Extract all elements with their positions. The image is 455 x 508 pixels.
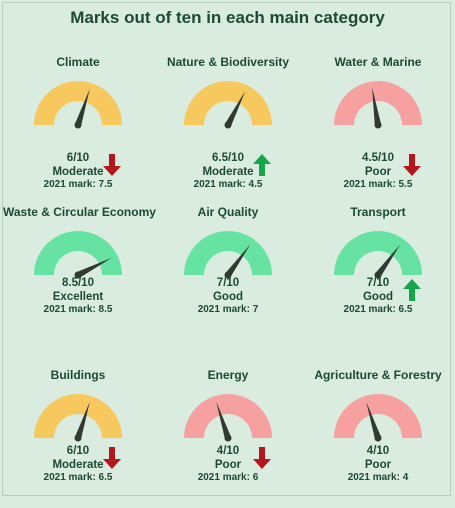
gauge-arc [34, 394, 122, 438]
gauge-hub [74, 271, 82, 279]
arrow-down-icon [403, 154, 421, 176]
previous-mark-label: 2021 mark: 4 [347, 472, 409, 483]
gauge-needle [216, 401, 232, 439]
gauge-arc [34, 81, 122, 125]
gauge-needle [225, 91, 246, 127]
rating-label: Poor [364, 166, 392, 178]
gauge-card: Buildings 6/10 Moderate 2021 mark: 6.5 [3, 368, 153, 508]
gauge-needle [74, 88, 90, 126]
gauge-arc [184, 231, 272, 275]
rating-label: Moderate [52, 166, 104, 178]
gauge-needle [74, 401, 90, 439]
previous-mark-label: 2021 mark: 7.5 [43, 179, 113, 190]
gauge-hub [374, 434, 382, 442]
previous-mark-label: 2021 mark: 6.5 [343, 304, 413, 315]
gauge-hub [224, 121, 232, 129]
gauge-dial [34, 81, 122, 129]
score-label: 4.5/10 [362, 152, 394, 164]
gauge-card: Air Quality 7/10 Good 2021 mark: 7 [153, 205, 303, 345]
score-label: 7/10 [366, 277, 390, 289]
score-label: 4/10 [366, 445, 390, 457]
infographic-frame [2, 2, 451, 496]
gauge-card: Nature & Biodiversity 6.5/10 Moderate 2021 … [153, 55, 303, 195]
gauge-arc [184, 81, 272, 125]
arrow-up-icon [253, 154, 271, 176]
score-label: 6/10 [66, 445, 90, 457]
category-name: Waste & Circular Economy [3, 205, 156, 219]
previous-mark-label: 2021 mark: 6.5 [43, 472, 113, 483]
gauge-card: Transport 7/10 Good 2021 mark: 6.5 [303, 205, 453, 345]
gauge-dial [334, 231, 422, 279]
category-name: Nature & Biodiversity [166, 55, 290, 69]
gauge-needle [375, 244, 401, 277]
gauge-dial [334, 81, 422, 129]
gauge-needle [372, 87, 382, 126]
gauge-card: Waste & Circular Economy 8.5/10 Excellent 2… [3, 205, 156, 345]
previous-mark-label: 2021 mark: 5.5 [343, 179, 413, 190]
arrow-down-icon [253, 447, 271, 469]
rating-label: Moderate [202, 166, 254, 178]
category-name: Air Quality [197, 205, 259, 219]
gauge-arc [334, 231, 422, 275]
gauge-needle [76, 257, 112, 278]
gauge-card: Climate 6/10 Moderate 2021 mark: 7.5 [3, 55, 153, 195]
gauge-dial [34, 231, 122, 279]
category-name: Energy [207, 368, 249, 382]
previous-mark-label: 2021 mark: 6 [197, 472, 259, 483]
gauge-needle [366, 401, 382, 439]
rating-label: Excellent [52, 291, 104, 303]
arrow-down-icon [103, 154, 121, 176]
gauge-hub [224, 271, 232, 279]
previous-mark-label: 2021 mark: 7 [197, 304, 259, 315]
rating-label: Poor [214, 459, 242, 471]
category-name: Water & Marine [334, 55, 422, 69]
category-name: Climate [56, 55, 100, 69]
gauge-card: Energy 4/10 Poor 2021 mark: 6 [153, 368, 303, 508]
previous-mark-label: 2021 mark: 8.5 [43, 304, 113, 315]
gauge-hub [74, 121, 82, 129]
category-name: Buildings [50, 368, 106, 382]
score-label: 6.5/10 [212, 152, 244, 164]
rating-label: Poor [364, 459, 392, 471]
gauge-hub [374, 121, 382, 129]
score-label: 4/10 [216, 445, 240, 457]
score-label: 6/10 [66, 152, 90, 164]
category-name: Transport [350, 205, 406, 219]
arrow-up-icon [403, 279, 421, 301]
gauge-hub [224, 434, 232, 442]
gauge-dial [184, 81, 272, 129]
gauge-card: Water & Marine 4.5/10 Poor 2021 mark: 5.5 [303, 55, 453, 195]
gauge-hub [74, 434, 82, 442]
category-name: Agriculture & Forestry [314, 368, 442, 382]
score-label: 7/10 [216, 277, 240, 289]
rating-label: Good [362, 291, 394, 303]
arrow-down-icon [103, 447, 121, 469]
gauge-arc [34, 231, 122, 275]
score-label: 8.5/10 [62, 277, 94, 289]
gauge-dial [34, 394, 122, 442]
gauge-card: Agriculture & Forestry 4/10 Poor 2021 mark:… [303, 368, 453, 508]
gauge-needle [225, 244, 251, 277]
gauge-dial [184, 394, 272, 442]
rating-label: Moderate [52, 459, 104, 471]
gauge-dial [334, 394, 422, 442]
rating-label: Good [212, 291, 244, 303]
gauge-arc [184, 394, 272, 438]
gauge-hub [374, 271, 382, 279]
previous-mark-label: 2021 mark: 4.5 [193, 179, 263, 190]
gauge-arc [334, 394, 422, 438]
gauge-dial [184, 231, 272, 279]
chart-title: Marks out of ten in each main category [70, 8, 385, 27]
gauge-arc [334, 81, 422, 125]
